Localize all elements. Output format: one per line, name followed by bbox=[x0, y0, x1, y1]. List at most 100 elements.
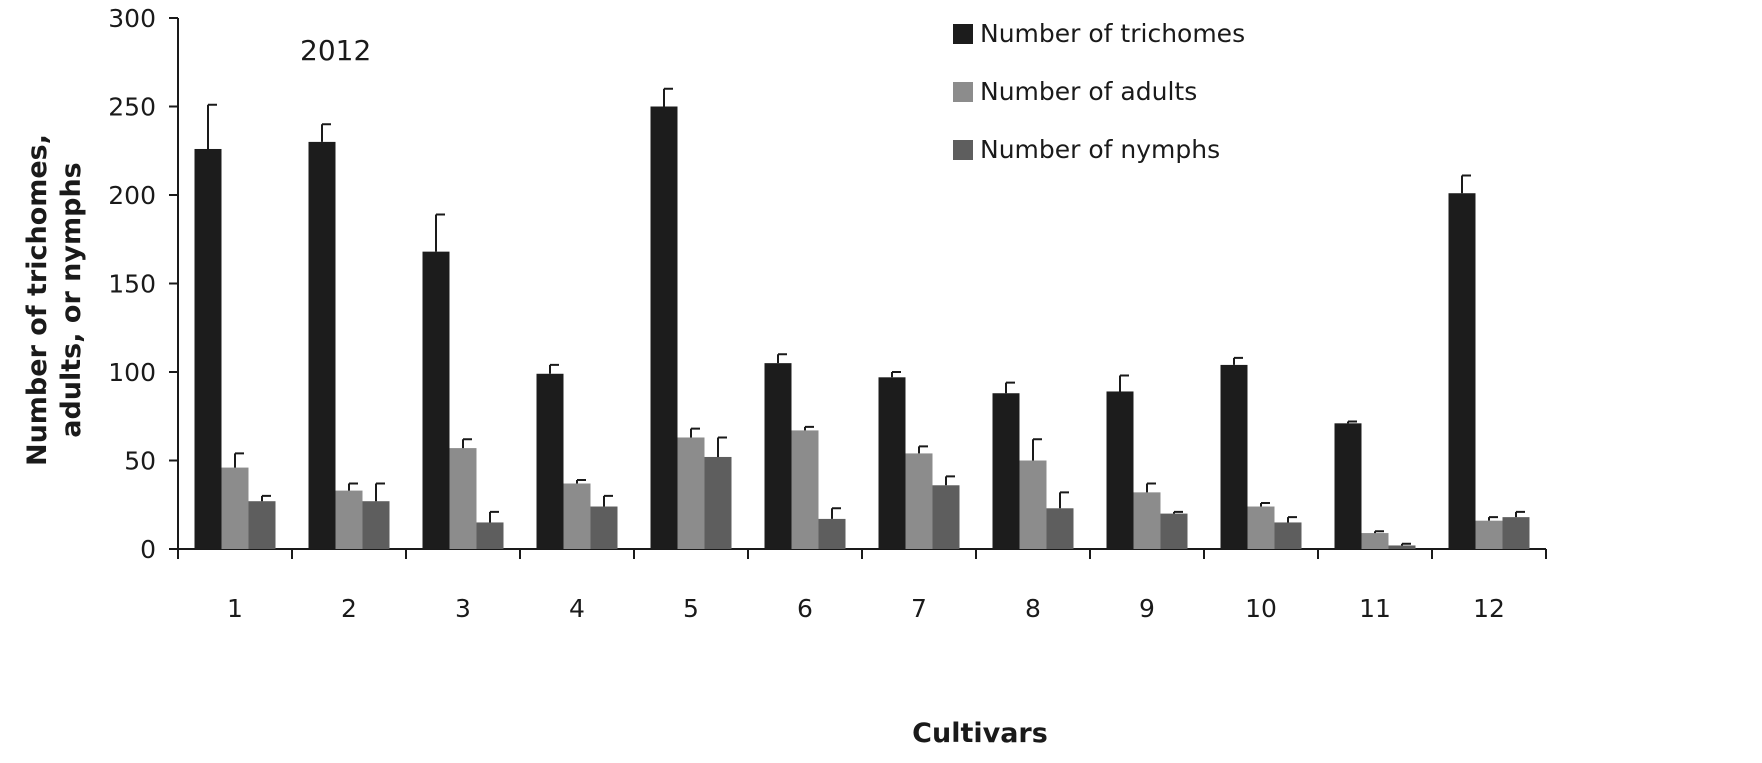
error-bar bbox=[462, 438, 472, 449]
error-bar bbox=[1173, 510, 1183, 514]
y-tick-label: 250 bbox=[108, 93, 156, 122]
bar-1-1 bbox=[194, 148, 222, 550]
error-bar bbox=[717, 436, 727, 457]
legend-label: Number of adults bbox=[980, 77, 1197, 106]
bar-2-6 bbox=[791, 430, 819, 549]
bar-1-11 bbox=[1334, 423, 1362, 549]
x-axis: 1 2 3 4 5 6 7 8 9 10 11 12 bbox=[177, 548, 1547, 623]
y-axis-title-line-2: adults, or nymphs bbox=[56, 162, 87, 438]
legend-label: Number of nymphs bbox=[980, 135, 1220, 164]
bar-3-2 bbox=[362, 501, 390, 549]
error-bar bbox=[435, 213, 445, 252]
error-bar bbox=[207, 103, 217, 149]
y-axis-title: Number of trichomes, adults, or nymphs bbox=[22, 134, 87, 466]
bar-2-10 bbox=[1247, 506, 1275, 549]
y-tick-label: 0 bbox=[140, 535, 156, 564]
bar-1-10 bbox=[1220, 364, 1248, 549]
bar-1-2 bbox=[308, 141, 336, 549]
bar-3-4 bbox=[590, 506, 618, 549]
bar-3-1 bbox=[248, 501, 276, 549]
x-tick-label: 12 bbox=[1473, 594, 1505, 623]
chart-annotation: 2012 bbox=[300, 34, 371, 67]
error-bar bbox=[1401, 542, 1411, 546]
error-bar bbox=[603, 494, 613, 507]
bar-3-8 bbox=[1046, 508, 1074, 549]
y-tick-label: 50 bbox=[124, 447, 156, 476]
error-bar bbox=[1461, 174, 1471, 194]
bar-1-12 bbox=[1448, 193, 1476, 550]
x-tick-label: 11 bbox=[1359, 594, 1391, 623]
error-bar bbox=[1260, 501, 1270, 507]
bar-2-3 bbox=[449, 448, 477, 549]
error-bar bbox=[918, 445, 928, 454]
bar-2-9 bbox=[1133, 492, 1161, 549]
error-bar bbox=[1146, 482, 1156, 493]
bar-2-8 bbox=[1019, 460, 1047, 549]
x-tick-label: 3 bbox=[455, 594, 471, 623]
x-tick-label: 4 bbox=[569, 594, 585, 623]
error-bar bbox=[234, 452, 244, 468]
bar-1-4 bbox=[536, 373, 564, 549]
y-tick-label: 300 bbox=[108, 4, 156, 33]
error-bar bbox=[1059, 491, 1069, 509]
error-bar bbox=[1515, 510, 1525, 518]
bar-1-8 bbox=[992, 393, 1020, 549]
error-bar bbox=[261, 494, 271, 502]
error-bar bbox=[1233, 356, 1243, 365]
bar-1-6 bbox=[764, 363, 792, 549]
error-bar bbox=[804, 425, 814, 431]
x-tick-label: 6 bbox=[797, 594, 813, 623]
bar-1-5 bbox=[650, 106, 678, 549]
bar-3-7 bbox=[932, 485, 960, 549]
error-bar bbox=[831, 507, 841, 519]
error-bar bbox=[489, 510, 499, 523]
bars bbox=[194, 87, 1530, 550]
error-bar bbox=[1374, 530, 1384, 534]
error-bar bbox=[1488, 516, 1498, 521]
x-tick-label: 9 bbox=[1139, 594, 1155, 623]
legend-swatch bbox=[953, 140, 973, 160]
bar-2-2 bbox=[335, 490, 363, 549]
legend-swatch bbox=[953, 24, 973, 44]
legend: Number of trichomes Number of adults Numbe… bbox=[953, 19, 1245, 164]
bar-2-5 bbox=[677, 437, 705, 549]
bar-3-5 bbox=[704, 456, 732, 549]
x-tick-label: 7 bbox=[911, 594, 927, 623]
x-tick-label: 2 bbox=[341, 594, 357, 623]
bar-3-11 bbox=[1388, 545, 1416, 549]
error-bar bbox=[1005, 381, 1015, 394]
y-axis-title-line-1: Number of trichomes, bbox=[22, 134, 53, 466]
error-bar bbox=[375, 482, 385, 502]
error-bar bbox=[321, 123, 331, 142]
legend-swatch bbox=[953, 82, 973, 102]
error-bar bbox=[549, 363, 559, 374]
x-tick-label: 1 bbox=[227, 594, 243, 623]
bar-1-9 bbox=[1106, 391, 1134, 549]
error-bar bbox=[576, 478, 586, 484]
bar-2-4 bbox=[563, 483, 591, 549]
bar-2-12 bbox=[1475, 520, 1503, 549]
error-bar bbox=[945, 475, 955, 486]
x-tick-label: 5 bbox=[683, 594, 699, 623]
bar-2-11 bbox=[1361, 533, 1389, 549]
bar-3-9 bbox=[1160, 513, 1188, 549]
error-bar bbox=[1119, 374, 1129, 392]
y-tick-label: 150 bbox=[108, 270, 156, 299]
x-tick-label: 8 bbox=[1025, 594, 1041, 623]
error-bar bbox=[348, 482, 358, 491]
x-axis-title: Cultivars bbox=[912, 718, 1048, 749]
bar-2-7 bbox=[905, 453, 933, 549]
error-bar bbox=[663, 87, 673, 107]
error-bar bbox=[891, 371, 901, 378]
bar-3-6 bbox=[818, 518, 846, 549]
y-tick-label: 200 bbox=[108, 181, 156, 210]
error-bar bbox=[777, 353, 787, 364]
bar-1-3 bbox=[422, 251, 450, 549]
error-bar bbox=[1347, 420, 1357, 424]
error-bar bbox=[690, 427, 700, 438]
y-axis: 0 50 100 150 200 250 300 bbox=[108, 4, 179, 564]
bar-3-3 bbox=[476, 522, 504, 549]
bar-2-1 bbox=[221, 467, 249, 549]
y-tick-label: 100 bbox=[108, 358, 156, 387]
